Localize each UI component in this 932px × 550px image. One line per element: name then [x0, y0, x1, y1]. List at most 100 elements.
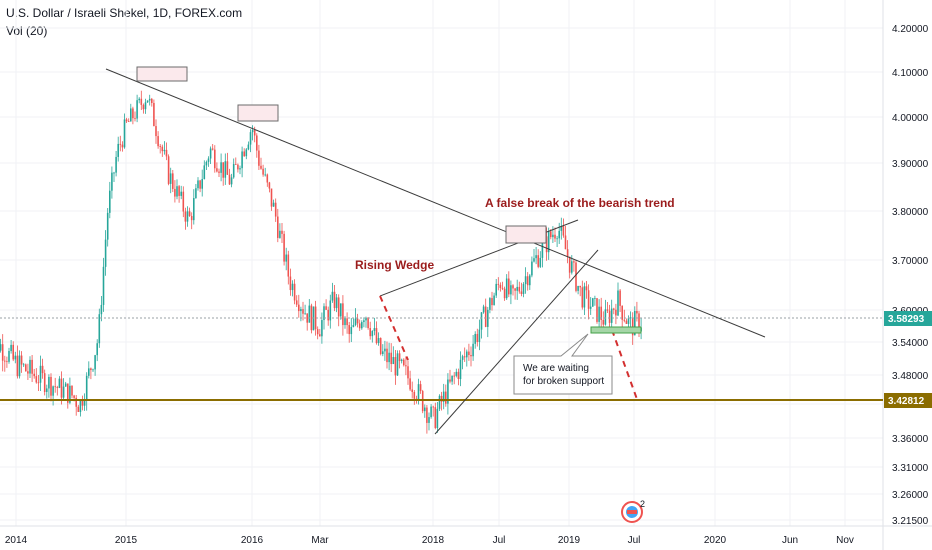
- candle-body: [514, 288, 516, 291]
- bearish-trend-line: [105, 68, 766, 338]
- candle-body: [497, 283, 500, 285]
- candle-body: [638, 313, 640, 332]
- candle-body: [169, 173, 172, 184]
- candle-body: [157, 136, 159, 147]
- candle-body: [560, 226, 563, 231]
- candle-body: [619, 290, 621, 306]
- candle-body: [535, 255, 537, 259]
- candle-body: [121, 144, 124, 148]
- price-tick-label: 4.00000: [892, 113, 929, 124]
- candle-body: [478, 329, 481, 343]
- candle-body: [319, 334, 321, 337]
- candle-body: [12, 344, 14, 360]
- candle-body: [327, 309, 329, 321]
- peak-box-2: [237, 104, 279, 122]
- price-tick-label: 3.26000: [892, 490, 929, 501]
- candle-body: [279, 230, 281, 238]
- candle-body: [226, 161, 229, 175]
- candle-body: [430, 406, 432, 418]
- support-price-value: 3.42812: [888, 396, 925, 407]
- candle-body: [230, 177, 233, 185]
- candle-body: [203, 165, 206, 180]
- candle-body: [407, 366, 409, 379]
- candle-body: [335, 297, 338, 309]
- gridlines: [0, 0, 883, 526]
- candle-body: [100, 304, 103, 315]
- candle-body: [432, 406, 434, 408]
- candle-body: [325, 306, 327, 310]
- candle-body: [495, 283, 497, 296]
- candle-body: [445, 391, 447, 404]
- price-tick-label: 4.20000: [892, 24, 929, 35]
- candle-body: [419, 384, 422, 392]
- candle-body: [356, 318, 359, 324]
- candle-body: [631, 317, 634, 336]
- candle-body: [398, 353, 401, 362]
- price-tick-label: 3.31000: [892, 463, 929, 474]
- candle-body: [491, 298, 493, 306]
- candle-body: [258, 150, 260, 166]
- time-tick-label: Jul: [493, 535, 506, 546]
- candle-body: [373, 328, 376, 331]
- candle-body: [300, 309, 302, 312]
- candle-body: [188, 211, 191, 217]
- candle-body: [411, 389, 413, 393]
- candle-body: [50, 376, 52, 396]
- candle-body: [163, 149, 166, 152]
- candle-body: [331, 291, 334, 301]
- candle-body: [403, 359, 405, 366]
- candle-body: [358, 323, 361, 329]
- candle-body: [304, 313, 306, 315]
- event-badge[interactable]: 2: [621, 499, 645, 523]
- candle-body: [35, 376, 38, 383]
- candle-body: [316, 329, 319, 335]
- candle-body: [613, 308, 615, 310]
- candle-body: [493, 295, 495, 306]
- candle-body: [489, 298, 491, 310]
- candle-body: [96, 343, 98, 356]
- time-tick-label: 2016: [241, 535, 264, 546]
- support-price-tag: 3.42812: [884, 393, 932, 408]
- support-zone: [590, 326, 642, 334]
- candle-body: [333, 291, 336, 309]
- candle-body: [243, 151, 245, 157]
- candle-body: [140, 98, 143, 105]
- candle-body: [142, 104, 145, 110]
- candle-body: [581, 287, 584, 308]
- candle-body: [6, 361, 8, 363]
- candle-body: [405, 365, 407, 367]
- time-tick-label: Mar: [311, 535, 329, 546]
- candle-body: [117, 143, 119, 157]
- candle-body: [56, 387, 59, 388]
- candle-body: [222, 162, 224, 178]
- candle-body: [54, 386, 56, 388]
- candle-body: [274, 202, 277, 217]
- candle-body: [524, 276, 527, 285]
- candle-body: [585, 286, 588, 291]
- candle-body: [526, 276, 529, 286]
- candle-body: [621, 305, 623, 320]
- price-tick-label: 3.36000: [892, 434, 929, 445]
- candle-body: [207, 158, 210, 162]
- candle-body: [214, 149, 216, 169]
- candle-body: [144, 102, 147, 110]
- candle-body: [77, 406, 80, 412]
- rising-wedge-label: Rising Wedge: [355, 258, 434, 272]
- candle-body: [8, 351, 10, 362]
- candle-body: [531, 261, 533, 276]
- candle-body: [384, 348, 386, 352]
- candle-body: [466, 351, 468, 358]
- candle-body: [461, 356, 464, 360]
- candle-body: [193, 198, 195, 221]
- candle-body: [10, 344, 12, 352]
- candle-body: [426, 407, 428, 423]
- flag-icon: [627, 510, 637, 514]
- candle-body: [455, 371, 458, 376]
- candle-body: [499, 284, 502, 288]
- candle-body: [33, 373, 35, 377]
- candle-body: [421, 391, 424, 412]
- candle-body: [67, 383, 69, 403]
- candle-body: [235, 164, 237, 165]
- candle-body: [554, 234, 556, 239]
